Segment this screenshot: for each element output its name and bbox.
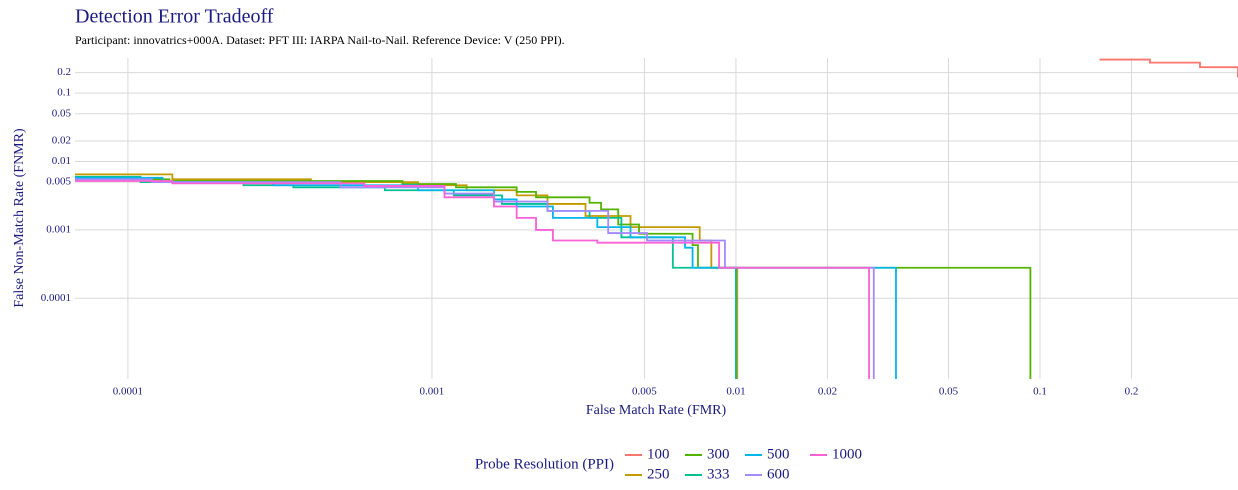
- legend-title: Probe Resolution (PPI): [475, 456, 614, 472]
- x-axis-label: False Match Rate (FMR): [586, 403, 727, 418]
- x-tick-label: 0.2: [1125, 386, 1139, 398]
- legend-label: 333: [707, 466, 730, 482]
- y-tick-label: 0.1: [57, 87, 71, 99]
- legend-label: 600: [767, 466, 790, 482]
- y-tick-label: 0.2: [57, 66, 71, 78]
- plot-panel: [75, 58, 1238, 379]
- y-tick-label: 0.005: [46, 176, 71, 188]
- det-curve: [1099, 58, 1238, 78]
- x-tick-label: 0.1: [1033, 386, 1047, 398]
- plot-lines: [75, 58, 1238, 379]
- legend-label: 300: [707, 446, 730, 462]
- y-tick-label: 0.05: [52, 107, 72, 119]
- y-tick-label: 0.0001: [41, 292, 71, 304]
- x-tick-label: 0.01: [726, 386, 745, 398]
- x-tick-label: 0.005: [632, 386, 657, 398]
- det-curve: [75, 178, 1032, 379]
- grid: [75, 58, 1238, 379]
- chart-subtitle: Participant: innovatrics+000A. Dataset: …: [75, 33, 565, 47]
- x-tick-label: 0.02: [818, 386, 837, 398]
- legend: 100 250 300 333 500 600 1000: [625, 446, 862, 482]
- y-tick-label: 0.02: [52, 135, 71, 147]
- det-curve: [75, 180, 870, 379]
- det-curve: [75, 178, 875, 379]
- y-axis-label: False Non-Match Rate (FNMR): [12, 128, 27, 308]
- legend-label: 100: [647, 446, 670, 462]
- legend-label: 500: [767, 446, 790, 462]
- y-tick-label: 0.001: [46, 223, 71, 235]
- y-tick-label: 0.01: [52, 155, 71, 167]
- chart-title: Detection Error Tradeoff: [75, 6, 274, 28]
- x-tick-label: 0.05: [939, 386, 959, 398]
- legend-label: 1000: [832, 446, 862, 462]
- x-tick-label: 0.001: [420, 386, 445, 398]
- x-tick-label: 0.0001: [113, 386, 143, 398]
- legend-label: 250: [647, 466, 670, 482]
